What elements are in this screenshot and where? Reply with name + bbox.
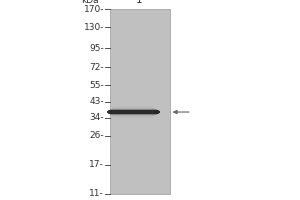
Bar bbox=[107, 112, 160, 113]
Text: 34-: 34- bbox=[89, 113, 104, 122]
Text: 17-: 17- bbox=[89, 160, 104, 169]
Bar bbox=[110, 114, 157, 115]
Text: 55-: 55- bbox=[89, 81, 104, 90]
Text: kDa: kDa bbox=[81, 0, 99, 5]
Text: 1: 1 bbox=[136, 0, 143, 5]
Text: 43-: 43- bbox=[89, 97, 104, 106]
Text: 170-: 170- bbox=[84, 4, 104, 14]
Bar bbox=[113, 116, 154, 117]
Bar bbox=[109, 113, 158, 114]
Bar bbox=[110, 9, 170, 194]
Bar bbox=[109, 110, 158, 111]
Bar bbox=[112, 115, 155, 116]
Bar bbox=[109, 110, 158, 111]
Text: 11-: 11- bbox=[89, 190, 104, 198]
Text: 26-: 26- bbox=[89, 131, 104, 140]
Bar bbox=[115, 106, 152, 107]
Bar bbox=[113, 107, 154, 108]
Text: 72-: 72- bbox=[89, 63, 104, 72]
Text: 130-: 130- bbox=[84, 23, 104, 32]
Bar bbox=[109, 113, 158, 114]
Bar bbox=[115, 117, 152, 118]
Bar bbox=[110, 109, 157, 110]
Bar bbox=[107, 111, 160, 112]
Bar bbox=[112, 108, 155, 109]
Text: 95-: 95- bbox=[89, 44, 104, 53]
